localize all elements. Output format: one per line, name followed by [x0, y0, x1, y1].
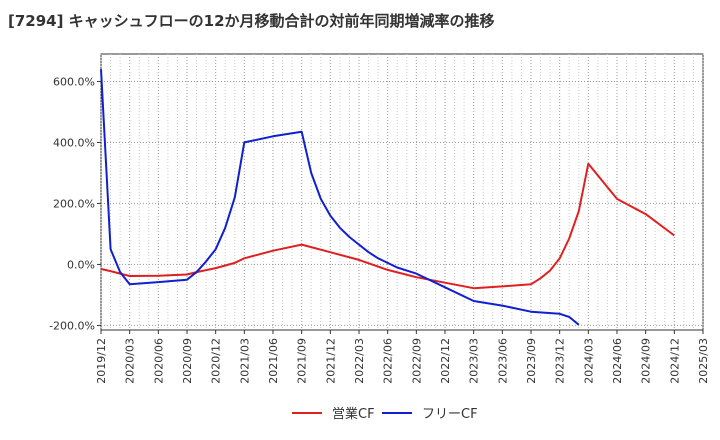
- x-tick-label: 2020/06: [152, 338, 165, 384]
- series-line-free-cf: [100, 69, 580, 326]
- x-tick-label: 2022/06: [382, 338, 395, 384]
- y-tick-label: 400.0%: [53, 136, 95, 149]
- x-tick-label: 2022/03: [353, 338, 366, 384]
- x-tick-label: 2024/06: [611, 338, 624, 384]
- legend-label: フリーCF: [422, 407, 478, 422]
- x-tick-label: 2021/12: [324, 338, 337, 384]
- y-gridlines: [101, 80, 703, 326]
- x-gridlines: [100, 54, 704, 330]
- x-tick-label: 2019/12: [95, 338, 108, 384]
- x-tick-label: 2023/03: [468, 338, 481, 384]
- x-tick-label: 2021/03: [238, 338, 251, 384]
- x-tick-label: 2024/03: [582, 338, 595, 384]
- legend: 営業CF フリーCF: [292, 406, 478, 422]
- y-axis-tick-labels: -200.0% 0.0% 200.0% 400.0% 600.0%: [49, 75, 101, 332]
- x-axis-tick-labels: 2019/12 2020/03 2020/06 2020/09 2020/12 2021/…: [95, 330, 710, 384]
- y-tick-label: 0.0%: [67, 258, 95, 271]
- x-tick-label: 2025/03: [697, 338, 710, 384]
- x-tick-label: 2020/03: [124, 338, 137, 384]
- series-lines: [100, 69, 675, 326]
- x-tick-label: 2022/12: [439, 338, 452, 384]
- y-tick-label: 200.0%: [53, 197, 95, 210]
- y-tick-label: -200.0%: [49, 319, 95, 332]
- y-tick-label: 600.0%: [53, 75, 95, 88]
- x-tick-label: 2024/12: [668, 338, 681, 384]
- legend-label: 営業CF: [332, 406, 375, 422]
- chart-title: [7294] キャッシュフローの12か月移動合計の対前年同期増減率の推移: [8, 12, 495, 30]
- x-tick-label: 2020/09: [181, 338, 194, 384]
- x-tick-label: 2022/09: [410, 338, 423, 384]
- x-tick-label: 2023/06: [496, 338, 509, 384]
- x-tick-label: 2020/12: [210, 338, 223, 384]
- x-tick-label: 2021/09: [296, 338, 309, 384]
- x-tick-label: 2024/09: [640, 338, 653, 384]
- x-tick-label: 2023/12: [554, 338, 567, 384]
- series-line-operating-cf: [100, 162, 675, 290]
- x-tick-label: 2023/09: [525, 338, 538, 384]
- x-tick-label: 2021/06: [267, 338, 280, 384]
- plot-area: [100, 53, 704, 331]
